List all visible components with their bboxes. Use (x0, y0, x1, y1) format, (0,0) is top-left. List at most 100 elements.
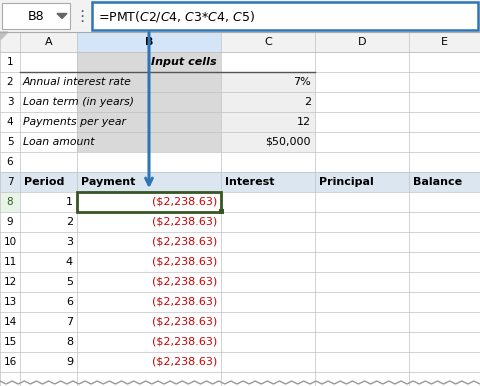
Text: 7: 7 (66, 317, 73, 327)
Bar (0, 252, 20, 272)
Bar (92, 2, 478, 30)
Bar (0, 112, 20, 132)
Bar (77, 92, 221, 112)
Bar (2, 3, 70, 29)
Text: ($2,238.63): ($2,238.63) (152, 217, 217, 227)
Text: Interest: Interest (225, 177, 275, 187)
Bar (315, 192, 409, 212)
Bar (221, 252, 315, 272)
Bar (0, 0, 480, 32)
Bar (315, 92, 409, 112)
Text: 1: 1 (66, 197, 73, 207)
Bar (409, 72, 480, 92)
Bar (77, 312, 221, 332)
Text: 4: 4 (66, 257, 73, 267)
Bar (221, 72, 315, 92)
Bar (221, 272, 315, 292)
Bar (77, 232, 221, 252)
Bar (0, 192, 20, 212)
Bar (0, 232, 20, 252)
Bar (315, 212, 409, 232)
Text: 10: 10 (3, 237, 17, 247)
Text: B8: B8 (28, 10, 44, 22)
Bar (0, 72, 20, 92)
Bar (77, 252, 221, 272)
Bar (0, 172, 20, 192)
Bar (0, 92, 20, 112)
Bar (315, 312, 409, 332)
Bar (221, 292, 315, 312)
Text: ($2,238.63): ($2,238.63) (152, 257, 217, 267)
Bar (315, 232, 409, 252)
Text: 9: 9 (7, 217, 13, 227)
Bar (409, 92, 480, 112)
Bar (221, 332, 315, 352)
Bar (77, 212, 221, 232)
Bar (20, 92, 77, 112)
Text: Loan term (in years): Loan term (in years) (23, 97, 134, 107)
Bar (409, 192, 480, 212)
Bar (409, 112, 480, 132)
Bar (0, 212, 20, 232)
Text: 5: 5 (66, 277, 73, 287)
Bar (315, 52, 409, 72)
Bar (315, 332, 409, 352)
Bar (77, 192, 221, 212)
Text: ($2,238.63): ($2,238.63) (152, 237, 217, 247)
Bar (221, 132, 315, 152)
Text: 15: 15 (3, 337, 17, 347)
Bar (409, 332, 480, 352)
Text: 2: 2 (66, 217, 73, 227)
Text: 12: 12 (297, 117, 311, 127)
Text: Annual interest rate: Annual interest rate (23, 77, 132, 87)
Text: ($2,238.63): ($2,238.63) (152, 337, 217, 347)
Bar (221, 152, 315, 172)
Text: 5: 5 (7, 137, 13, 147)
Text: 7%: 7% (293, 77, 311, 87)
Text: 9: 9 (66, 357, 73, 367)
Bar (315, 72, 409, 92)
Bar (315, 172, 409, 192)
Bar (20, 332, 77, 352)
Bar (315, 32, 409, 52)
Bar (315, 352, 409, 372)
Bar (0, 272, 20, 292)
Text: A: A (45, 37, 52, 47)
Bar (77, 332, 221, 352)
Bar (20, 132, 77, 152)
Bar (77, 32, 221, 52)
Bar (20, 32, 77, 52)
Text: 3: 3 (66, 237, 73, 247)
Bar (20, 212, 77, 232)
Bar (221, 212, 315, 232)
Bar (409, 52, 480, 72)
Bar (0, 52, 20, 72)
Bar (20, 252, 77, 272)
Text: 3: 3 (7, 97, 13, 107)
Bar (20, 232, 77, 252)
Bar (315, 252, 409, 272)
Text: 6: 6 (7, 157, 13, 167)
Text: Balance: Balance (413, 177, 462, 187)
Text: 16: 16 (3, 357, 17, 367)
Text: $50,000: $50,000 (265, 137, 311, 147)
Text: 1: 1 (7, 57, 13, 67)
Bar (77, 112, 221, 132)
Bar (77, 272, 221, 292)
Text: 8: 8 (66, 337, 73, 347)
Text: Payment: Payment (81, 177, 135, 187)
Bar (20, 172, 77, 192)
Bar (221, 352, 315, 372)
Bar (409, 212, 480, 232)
Bar (77, 172, 221, 192)
Bar (221, 132, 315, 152)
Bar (20, 312, 77, 332)
Bar (221, 112, 315, 132)
Bar (20, 292, 77, 312)
Text: 6: 6 (66, 297, 73, 307)
Bar (77, 192, 221, 212)
Text: 12: 12 (3, 277, 17, 287)
Bar (315, 292, 409, 312)
Polygon shape (0, 32, 8, 40)
Text: ($2,238.63): ($2,238.63) (152, 357, 217, 367)
